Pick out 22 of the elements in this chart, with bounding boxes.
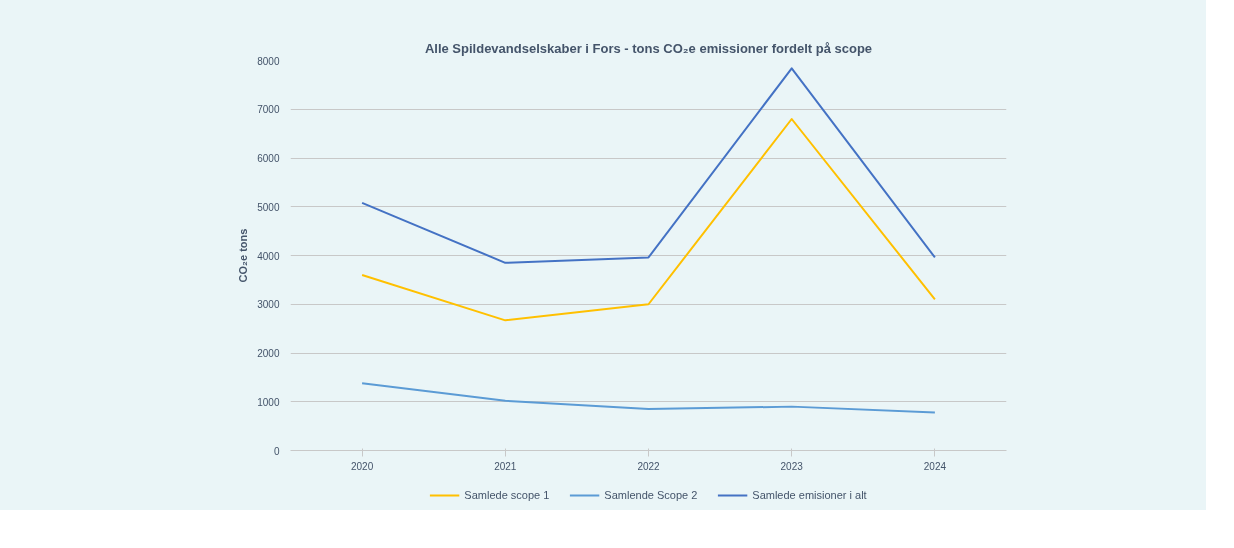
legend-label: Samlede emisioner i alt — [752, 489, 867, 501]
y-tick-label: 1000 — [257, 396, 280, 408]
legend-label: Samlede scope 1 — [464, 489, 550, 501]
chart-title: Alle Spildevandselskaber i Fors - tons CO₂e emissioner fordelt på scope — [424, 40, 873, 56]
x-tick-label: 2020 — [350, 460, 374, 472]
x-tick-label: 2021 — [494, 460, 517, 472]
y-tick-label: 2000 — [257, 348, 280, 359]
x-tick-label: 2022 — [637, 460, 661, 472]
x-tick-label: 2023 — [780, 460, 804, 472]
line-series — [361, 118, 936, 322]
line-series — [361, 67, 936, 264]
y-tick-label: 7000 — [257, 104, 280, 116]
line-series — [361, 382, 936, 414]
x-tick-label: 2024 — [923, 460, 947, 472]
y-tick-label: 5000 — [257, 201, 280, 213]
y-tick-label: 3000 — [257, 299, 280, 311]
y-tick-label: 8000 — [257, 55, 280, 67]
legend-label: Samlende Scope 2 — [604, 489, 698, 501]
y-tick-label: 6000 — [257, 153, 280, 164]
y-axis-title: CO₂e tons — [237, 228, 250, 283]
y-tick-label: 0 — [273, 445, 280, 457]
y-tick-label: 4000 — [257, 250, 280, 262]
